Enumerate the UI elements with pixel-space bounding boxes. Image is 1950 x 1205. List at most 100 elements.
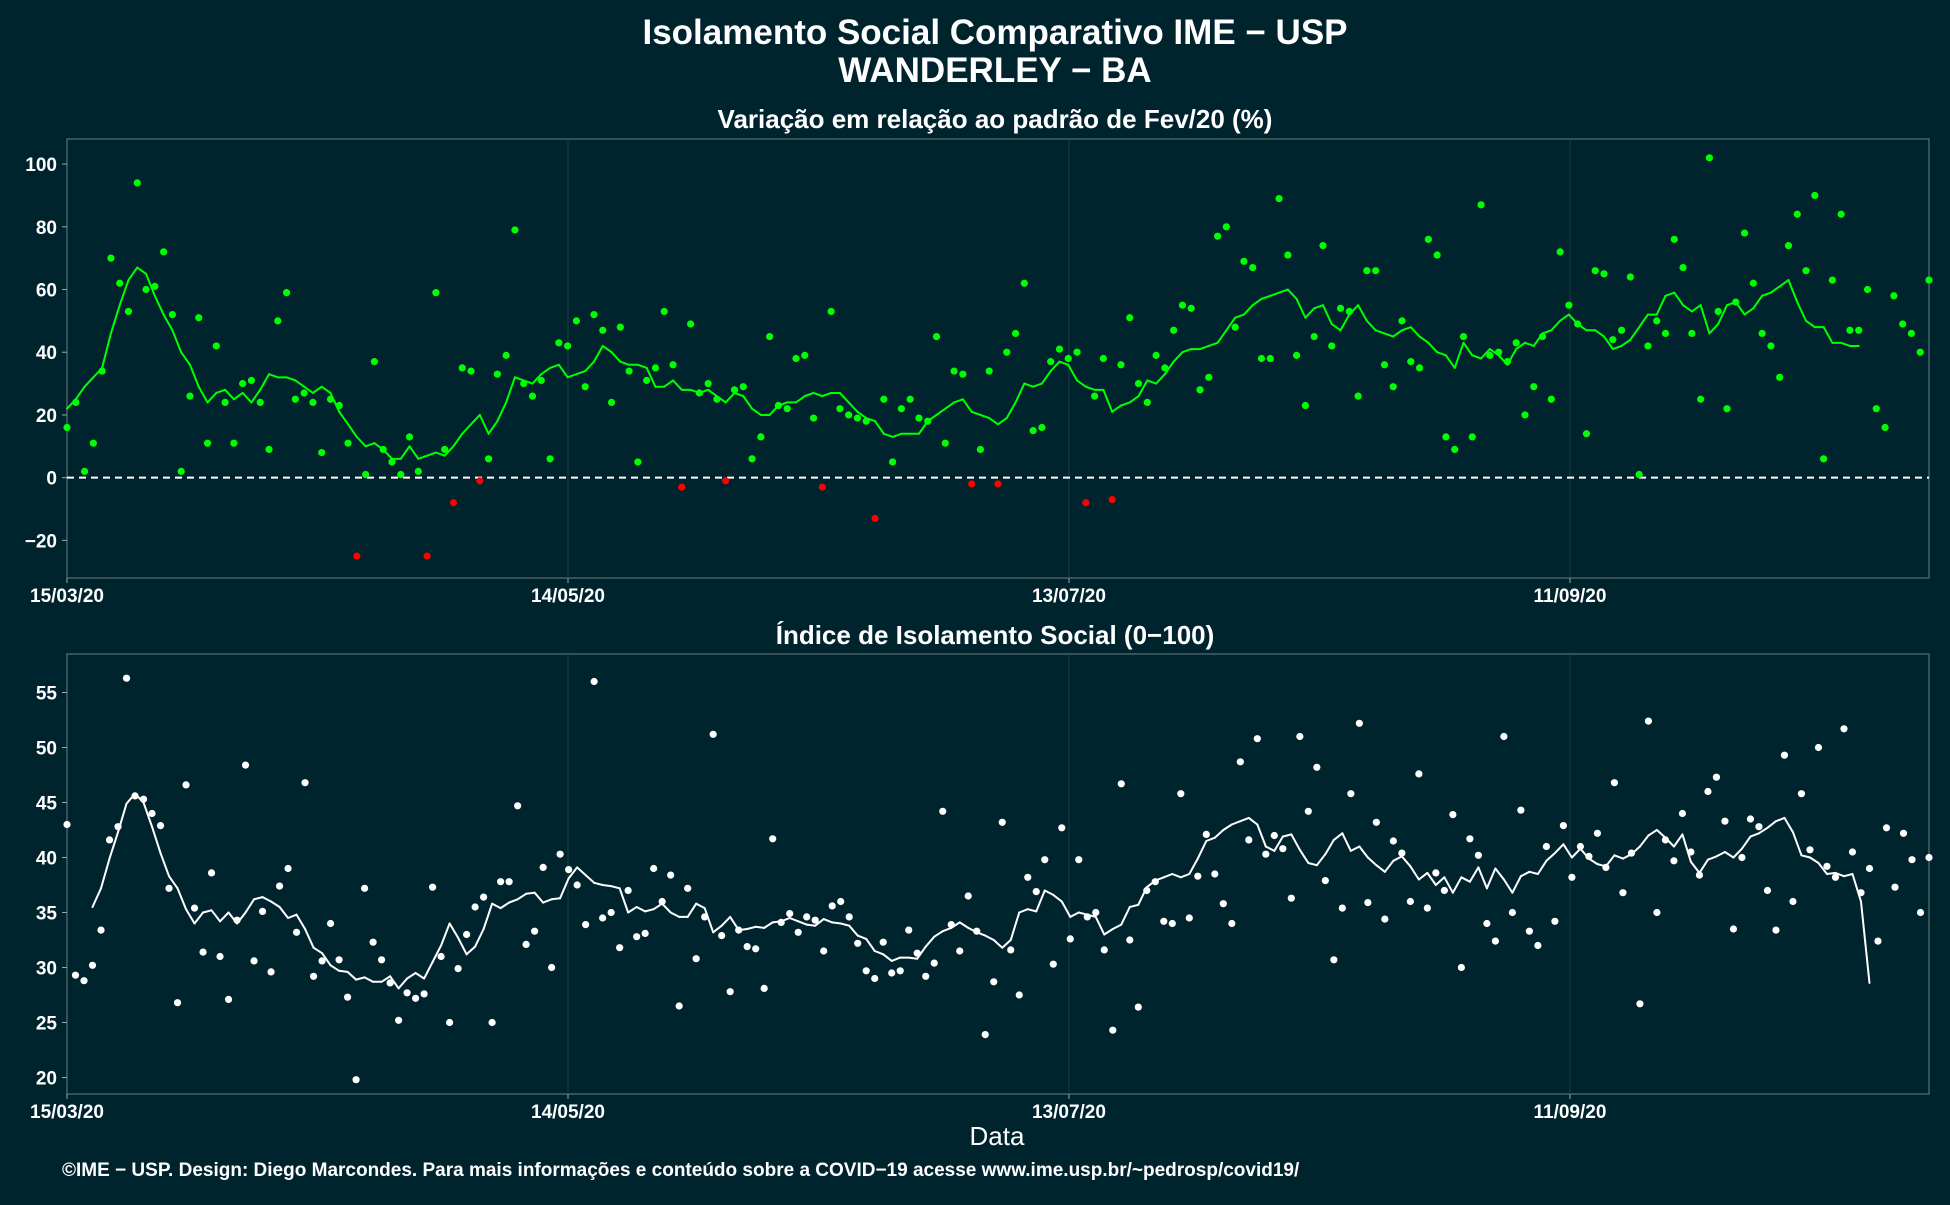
moving-average-segment xyxy=(1181,348,1193,354)
moving-average-segment xyxy=(197,385,209,404)
moving-average-segment xyxy=(707,388,718,398)
data-point xyxy=(760,984,768,993)
data-point xyxy=(250,957,258,965)
data-point xyxy=(1262,850,1270,858)
moving-average-segment xyxy=(890,956,902,962)
moving-average-segment xyxy=(478,413,490,435)
data-point xyxy=(1275,194,1283,203)
moving-average-segment xyxy=(1102,388,1114,413)
data-point xyxy=(818,483,826,491)
moving-average-segment xyxy=(241,391,253,404)
moving-average-segment xyxy=(891,432,903,438)
data-point xyxy=(794,928,802,936)
data-point xyxy=(1245,836,1253,844)
data-point xyxy=(897,405,905,413)
data-point xyxy=(1170,326,1178,334)
moving-average-segment xyxy=(742,395,754,410)
moving-average-segment xyxy=(100,857,111,890)
moving-average-segment xyxy=(1049,360,1061,373)
data-point xyxy=(634,458,642,466)
data-point xyxy=(845,913,853,921)
data-point xyxy=(1500,732,1508,741)
data-point xyxy=(573,881,581,889)
data-point xyxy=(1117,780,1125,788)
data-point xyxy=(752,945,760,953)
moving-average-segment xyxy=(1766,820,1777,829)
data-point xyxy=(871,974,879,983)
data-point xyxy=(1538,332,1547,341)
moving-average-segment xyxy=(397,977,409,990)
y-tick-label: 80 xyxy=(36,218,57,239)
data-point xyxy=(836,405,844,413)
moving-average-segment xyxy=(363,976,375,983)
moving-average-segment xyxy=(1594,329,1606,338)
moving-average-segment xyxy=(1222,823,1233,831)
moving-average-segment xyxy=(380,975,392,983)
data-point xyxy=(1064,354,1072,363)
data-point xyxy=(394,1016,403,1024)
moving-average-segment xyxy=(268,373,279,379)
moving-average-segment xyxy=(593,881,604,886)
data-point xyxy=(1296,732,1304,741)
moving-average-segment xyxy=(720,915,732,927)
y-tick-label: 100 xyxy=(25,155,57,176)
data-point xyxy=(1398,317,1406,325)
data-point xyxy=(922,972,930,980)
moving-average-segment xyxy=(1332,832,1344,841)
data-point xyxy=(514,802,522,810)
moving-average-segment xyxy=(542,898,553,904)
data-point xyxy=(1483,919,1491,928)
moving-average-segment xyxy=(1298,848,1310,864)
data-point xyxy=(522,940,530,949)
moving-average-segment xyxy=(601,344,613,354)
data-point xyxy=(1011,329,1020,338)
data-point xyxy=(607,398,616,406)
moving-average-segment xyxy=(576,866,587,877)
moving-average-segment xyxy=(101,332,112,369)
moving-average-segment xyxy=(244,898,256,914)
data-point xyxy=(1440,886,1448,895)
data-point xyxy=(1313,763,1321,771)
moving-average-segment xyxy=(474,928,485,948)
moving-average-segment xyxy=(1339,313,1351,332)
moving-average-segment xyxy=(601,884,613,888)
data-point xyxy=(1551,917,1559,925)
moving-average-segment xyxy=(1699,304,1711,335)
data-point xyxy=(730,386,739,394)
moving-average-segment xyxy=(1094,915,1106,936)
data-point xyxy=(148,809,156,818)
y-tick-label: 60 xyxy=(36,281,57,302)
moving-average-segment xyxy=(1468,866,1480,883)
moving-average-segment xyxy=(531,373,543,385)
variation-panel: 15/03/20 14/05/20 13/07/20 11/09/20 −20 0 20 40… xyxy=(25,138,1933,607)
moving-average-segment xyxy=(176,887,188,911)
moving-average-segment xyxy=(287,913,298,919)
data-point xyxy=(880,395,888,403)
data-point xyxy=(309,972,318,980)
moving-average-segment xyxy=(1018,908,1029,914)
moving-average-segment xyxy=(1436,351,1447,357)
moving-average-segment xyxy=(856,934,868,940)
data-point xyxy=(1780,751,1789,759)
moving-average-segment xyxy=(635,906,647,913)
data-point xyxy=(820,947,828,955)
moving-average-segment xyxy=(1023,382,1035,388)
data-point xyxy=(1746,815,1755,823)
data-point xyxy=(537,376,545,385)
moving-average-segment xyxy=(215,388,227,394)
moving-average-segment xyxy=(253,896,264,901)
moving-average-segment xyxy=(1477,866,1488,890)
moving-average-segment xyxy=(1179,873,1191,879)
moving-average-segment xyxy=(1321,304,1333,326)
moving-average-segment xyxy=(304,928,315,949)
data-point xyxy=(1525,927,1533,935)
data-point xyxy=(766,332,774,341)
data-point xyxy=(1143,398,1151,406)
moving-average-segment xyxy=(961,398,973,413)
x-tick-label: 14/05/20 xyxy=(531,586,605,607)
data-point xyxy=(607,908,615,917)
data-point xyxy=(1820,455,1828,463)
moving-average-segment xyxy=(1417,871,1429,881)
x-tick-label: 14/05/20 xyxy=(531,1102,605,1123)
data-point xyxy=(1168,919,1176,928)
